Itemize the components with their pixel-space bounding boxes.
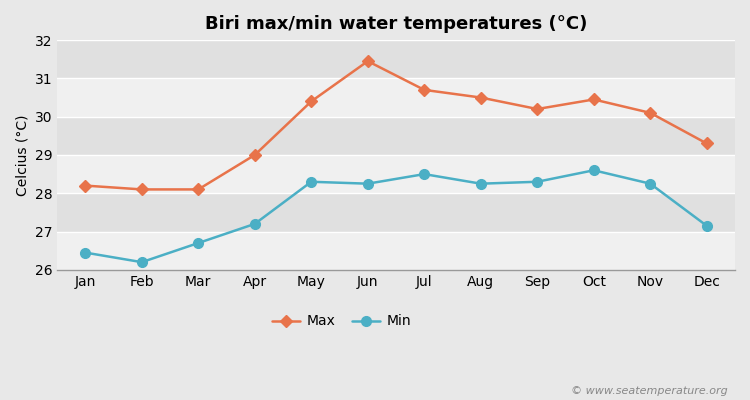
Bar: [57, 117, 735, 155]
Min: [646, 181, 655, 186]
Min: [532, 179, 542, 184]
Legend: Max, Min: Max, Min: [266, 309, 417, 334]
Min: [307, 179, 316, 184]
Line: Max: Max: [81, 57, 711, 194]
Max: [590, 97, 598, 102]
Max: [307, 99, 316, 104]
Bar: [57, 193, 735, 232]
Min: [81, 250, 90, 255]
Bar: [57, 232, 735, 270]
Max: [81, 183, 90, 188]
Max: [476, 95, 485, 100]
Min: [590, 168, 598, 173]
Bar: [57, 155, 735, 193]
Bar: [57, 78, 735, 117]
Y-axis label: Celcius (°C): Celcius (°C): [15, 114, 29, 196]
Min: [137, 260, 146, 264]
Max: [420, 88, 429, 92]
Max: [251, 152, 260, 157]
Min: [476, 181, 485, 186]
Min: [251, 222, 260, 226]
Min: [363, 181, 372, 186]
Max: [137, 187, 146, 192]
Min: [702, 223, 711, 228]
Max: [194, 187, 202, 192]
Bar: [57, 40, 735, 78]
Min: [420, 172, 429, 176]
Line: Min: Min: [80, 166, 712, 267]
Max: [646, 110, 655, 115]
Min: [194, 241, 202, 246]
Max: [702, 141, 711, 146]
Max: [363, 59, 372, 64]
Max: [532, 107, 542, 112]
Text: © www.seatemperature.org: © www.seatemperature.org: [571, 386, 728, 396]
Title: Biri max/min water temperatures (°C): Biri max/min water temperatures (°C): [205, 15, 587, 33]
